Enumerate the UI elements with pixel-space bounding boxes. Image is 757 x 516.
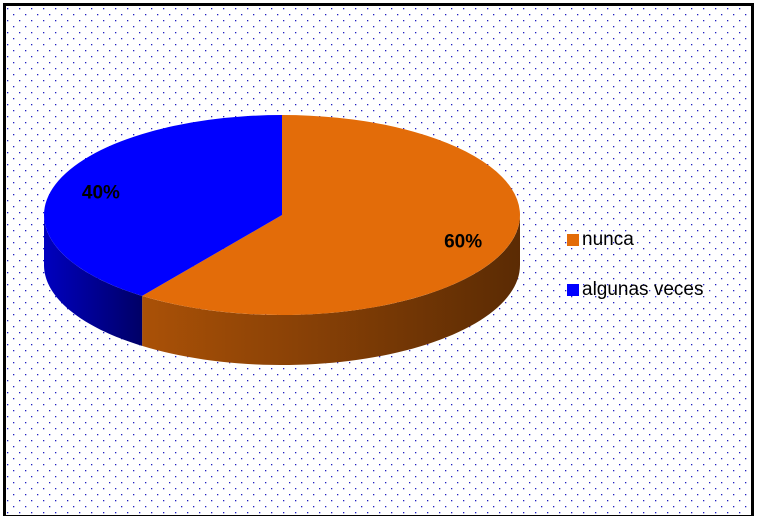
pie-slice	[142, 115, 520, 315]
legend-label: algunas veces	[582, 279, 703, 300]
legend-swatch	[567, 284, 579, 296]
legend: nunca algunas veces	[567, 229, 703, 300]
legend-swatch	[567, 234, 579, 246]
legend-label: nunca	[582, 229, 634, 250]
pie-slice	[43, 115, 282, 296]
pie-side	[44, 215, 143, 346]
data-label: 40%	[82, 182, 120, 203]
data-label: 60%	[444, 232, 482, 253]
pie-side	[142, 215, 520, 365]
pie: 60% 40%	[43, 115, 520, 365]
